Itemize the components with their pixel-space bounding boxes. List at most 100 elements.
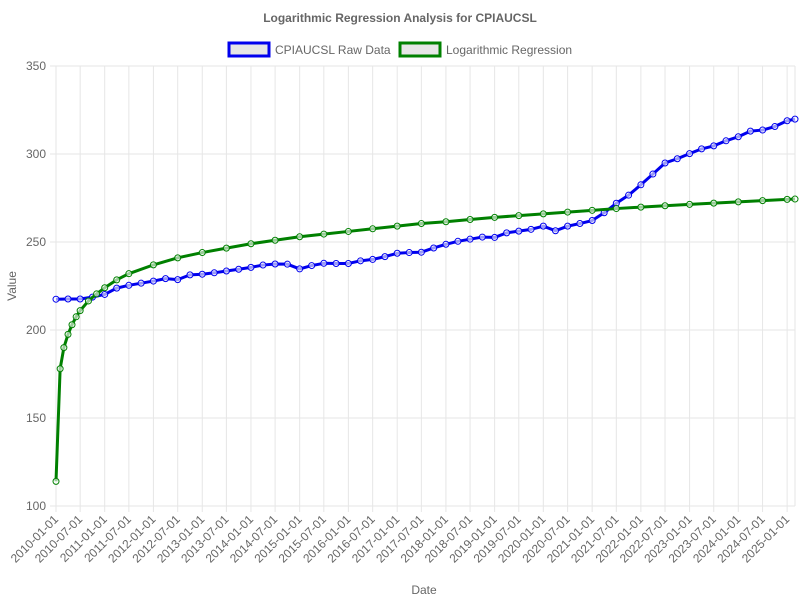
data-point[interactable] (515, 212, 523, 220)
data-point[interactable] (686, 200, 694, 208)
data-point[interactable] (588, 217, 596, 225)
data-point[interactable] (393, 222, 401, 230)
data-point[interactable] (625, 191, 633, 199)
data-point[interactable] (369, 255, 377, 263)
data-point[interactable] (247, 240, 255, 248)
data-point[interactable] (661, 202, 669, 210)
data-point[interactable] (93, 290, 101, 298)
data-point[interactable] (405, 249, 413, 257)
data-point[interactable] (357, 257, 365, 265)
legend-item-raw-data[interactable]: CPIAUCSL Raw Data (227, 41, 391, 58)
data-point[interactable] (76, 307, 84, 315)
data-point[interactable] (710, 142, 718, 150)
data-point[interactable] (271, 236, 279, 244)
data-point[interactable] (101, 290, 109, 298)
data-point[interactable] (113, 276, 121, 284)
data-point[interactable] (174, 276, 182, 284)
data-point[interactable] (503, 229, 511, 237)
data-point[interactable] (612, 205, 620, 213)
data-point[interactable] (271, 260, 279, 268)
data-point[interactable] (344, 259, 352, 267)
data-point[interactable] (76, 295, 84, 303)
data-point[interactable] (113, 284, 121, 292)
data-point[interactable] (791, 115, 799, 123)
data-point[interactable] (466, 235, 474, 243)
data-point[interactable] (759, 126, 767, 134)
data-point[interactable] (68, 321, 76, 329)
data-point[interactable] (478, 233, 486, 241)
data-point[interactable] (588, 206, 596, 214)
data-point[interactable] (332, 259, 340, 267)
data-point[interactable] (210, 269, 218, 277)
data-point[interactable] (661, 159, 669, 167)
data-point[interactable] (515, 227, 523, 235)
data-point[interactable] (56, 365, 64, 373)
data-point[interactable] (673, 155, 681, 163)
legend-item-regression[interactable]: Logarithmic Regression (398, 41, 572, 58)
data-point[interactable] (649, 170, 657, 178)
data-point[interactable] (60, 344, 68, 352)
data-point[interactable] (222, 267, 230, 275)
data-point[interactable] (162, 275, 170, 283)
data-point[interactable] (344, 227, 352, 235)
data-point[interactable] (454, 237, 462, 245)
data-point[interactable] (491, 213, 499, 221)
data-point[interactable] (52, 477, 60, 485)
data-point[interactable] (174, 254, 182, 262)
data-point[interactable] (791, 195, 799, 203)
data-point[interactable] (52, 295, 60, 303)
data-point[interactable] (393, 249, 401, 257)
data-point[interactable] (125, 270, 133, 278)
data-point[interactable] (84, 297, 92, 305)
data-point[interactable] (137, 279, 145, 287)
data-point[interactable] (551, 227, 559, 235)
data-point[interactable] (149, 261, 157, 269)
data-point[interactable] (442, 218, 450, 226)
data-point[interactable] (64, 330, 72, 338)
data-point[interactable] (698, 145, 706, 153)
data-point[interactable] (491, 233, 499, 241)
data-point[interactable] (637, 203, 645, 211)
data-point[interactable] (527, 225, 535, 233)
data-point[interactable] (296, 265, 304, 273)
data-point[interactable] (417, 248, 425, 256)
data-point[interactable] (430, 244, 438, 252)
data-point[interactable] (539, 210, 547, 218)
data-point[interactable] (101, 284, 109, 292)
data-point[interactable] (186, 271, 194, 279)
data-point[interactable] (710, 199, 718, 207)
data-point[interactable] (746, 127, 754, 135)
data-point[interactable] (283, 260, 291, 268)
data-point[interactable] (564, 208, 572, 216)
data-point[interactable] (369, 225, 377, 233)
data-point[interactable] (771, 123, 779, 131)
data-point[interactable] (576, 220, 584, 228)
data-point[interactable] (637, 181, 645, 189)
data-point[interactable] (125, 281, 133, 289)
data-point[interactable] (381, 253, 389, 261)
data-point[interactable] (247, 263, 255, 271)
data-point[interactable] (417, 220, 425, 228)
data-point[interactable] (308, 262, 316, 270)
data-point[interactable] (783, 195, 791, 203)
data-point[interactable] (72, 313, 80, 321)
data-point[interactable] (259, 261, 267, 269)
data-point[interactable] (734, 198, 742, 206)
data-point[interactable] (734, 133, 742, 141)
data-point[interactable] (235, 265, 243, 273)
data-point[interactable] (722, 137, 730, 145)
data-point[interactable] (296, 233, 304, 241)
data-point[interactable] (198, 249, 206, 257)
data-point[interactable] (539, 222, 547, 230)
data-point[interactable] (442, 240, 450, 248)
data-point[interactable] (320, 259, 328, 267)
data-point[interactable] (222, 244, 230, 252)
data-point[interactable] (564, 222, 572, 230)
data-point[interactable] (686, 150, 694, 158)
data-point[interactable] (149, 277, 157, 285)
data-point[interactable] (198, 270, 206, 278)
data-point[interactable] (783, 117, 791, 125)
data-point[interactable] (759, 197, 767, 205)
data-point[interactable] (466, 215, 474, 223)
data-point[interactable] (320, 230, 328, 238)
